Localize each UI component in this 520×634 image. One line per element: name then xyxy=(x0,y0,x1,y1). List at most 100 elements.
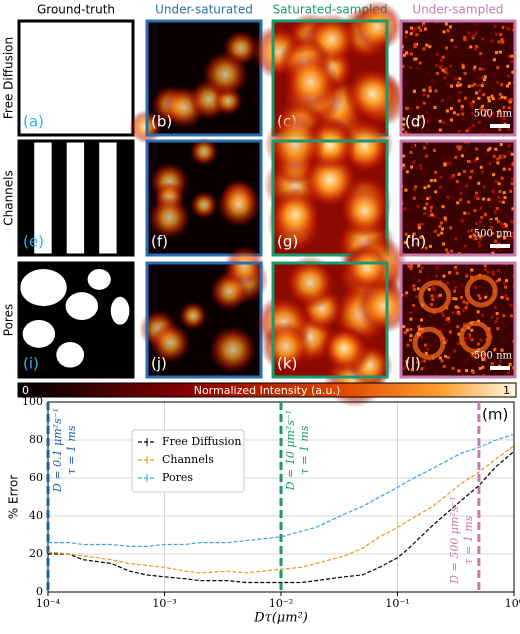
annotation-text: D = 0.1 μm²s⁻¹ xyxy=(51,408,64,493)
noise xyxy=(506,64,510,68)
noise xyxy=(497,278,501,282)
noise xyxy=(461,63,465,67)
noise xyxy=(451,174,455,178)
noise xyxy=(413,45,417,49)
noise xyxy=(456,325,460,329)
noise xyxy=(410,165,414,169)
noise xyxy=(510,60,514,64)
noise xyxy=(445,317,449,321)
noise xyxy=(472,34,476,38)
noise xyxy=(477,319,481,323)
noise xyxy=(457,251,461,255)
noise xyxy=(456,145,460,149)
noise xyxy=(422,171,426,175)
noise xyxy=(454,297,458,301)
noise xyxy=(440,231,444,235)
scale-bar xyxy=(490,244,510,248)
noise xyxy=(462,149,466,153)
noise xyxy=(492,150,496,154)
noise xyxy=(405,222,409,226)
noise xyxy=(442,121,446,125)
noise xyxy=(463,37,467,41)
noise xyxy=(418,163,422,167)
noise xyxy=(483,127,487,131)
noise xyxy=(424,279,428,283)
noise xyxy=(478,244,482,248)
noise xyxy=(424,246,428,250)
noise xyxy=(409,267,413,271)
noise xyxy=(410,264,414,268)
noise xyxy=(454,286,458,290)
noise xyxy=(435,71,439,75)
noise xyxy=(439,64,443,68)
noise xyxy=(418,327,422,331)
noise xyxy=(438,119,442,123)
pore xyxy=(20,268,67,307)
image-panel: (i) xyxy=(17,261,135,379)
noise xyxy=(491,97,495,101)
noise xyxy=(500,295,504,299)
noise xyxy=(450,118,454,122)
noise xyxy=(448,161,452,165)
stripe xyxy=(34,140,52,256)
noise xyxy=(402,163,406,167)
noise xyxy=(479,220,483,224)
noise xyxy=(442,364,446,368)
noise xyxy=(474,313,478,317)
noise xyxy=(492,182,496,186)
noise xyxy=(472,68,476,72)
noise xyxy=(487,96,491,100)
noise xyxy=(493,348,497,352)
series-line xyxy=(48,433,514,547)
noise xyxy=(405,30,409,34)
noise xyxy=(484,295,488,299)
noise xyxy=(466,182,470,186)
noise xyxy=(491,232,495,236)
noise xyxy=(423,184,427,188)
pore xyxy=(56,342,85,368)
noise xyxy=(493,24,497,28)
noise xyxy=(456,341,460,345)
noise xyxy=(499,248,503,252)
noise xyxy=(404,188,408,192)
noise xyxy=(424,154,428,158)
noise xyxy=(418,270,422,274)
noise xyxy=(466,334,470,338)
noise xyxy=(410,368,414,372)
noise xyxy=(492,272,496,276)
noise xyxy=(418,115,422,119)
noise xyxy=(508,218,512,222)
y-tick-label: 0 xyxy=(36,585,43,598)
annotation-text: τ = 1 ms xyxy=(298,425,311,474)
noise xyxy=(409,334,413,338)
noise xyxy=(426,197,430,201)
noise xyxy=(414,166,418,170)
noise xyxy=(404,185,408,189)
blob xyxy=(356,278,412,334)
noise xyxy=(437,64,441,68)
noise xyxy=(468,176,472,180)
noise xyxy=(434,64,438,68)
noise xyxy=(449,352,453,356)
noise xyxy=(435,212,439,216)
noise xyxy=(480,353,484,357)
noise xyxy=(490,335,494,339)
noise xyxy=(443,162,447,166)
noise xyxy=(457,172,461,176)
noise xyxy=(405,355,409,359)
noise xyxy=(479,206,483,210)
noise xyxy=(492,72,496,76)
noise xyxy=(432,214,436,218)
noise xyxy=(434,89,438,93)
noise xyxy=(477,294,481,298)
noise xyxy=(456,263,460,267)
blob xyxy=(150,322,191,364)
noise xyxy=(447,320,451,324)
noise xyxy=(503,222,507,226)
scale-bar-label: 500 nm xyxy=(474,351,513,362)
noise xyxy=(466,46,470,50)
noise xyxy=(459,191,463,195)
scale-bar-label: 500 nm xyxy=(474,229,513,240)
noise xyxy=(489,220,493,224)
noise xyxy=(423,27,427,31)
